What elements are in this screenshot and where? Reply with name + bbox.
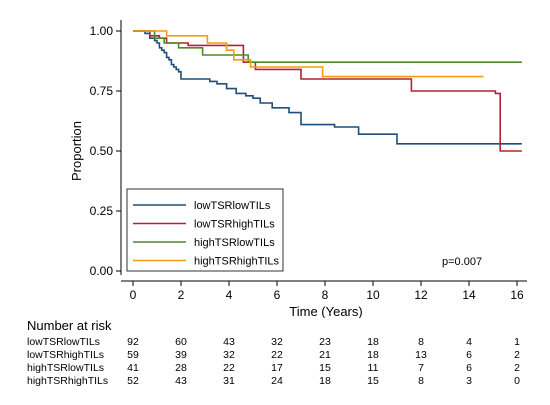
risk-value: 22: [271, 349, 283, 361]
risk-value: 43: [223, 336, 235, 348]
risk-value: 1: [514, 336, 520, 348]
risk-row-label: highTSRlowTILs: [27, 362, 105, 374]
risk-value: 60: [175, 336, 187, 348]
risk-value: 3: [466, 375, 472, 387]
legend-label: highTSRlowTILs: [194, 237, 275, 249]
risk-value: 24: [271, 375, 283, 387]
x-tick-label: 10: [366, 288, 380, 302]
risk-value: 0: [514, 375, 520, 387]
x-tick-label: 16: [510, 288, 524, 302]
x-axis-label: Time (Years): [289, 304, 362, 318]
y-tick-label: 0.25: [90, 204, 114, 218]
risk-value: 22: [223, 362, 235, 374]
y-tick-label: 1.00: [90, 24, 114, 38]
risk-row: highTSRhighTILs 52 43 31 24 18 15 8 3 0: [27, 375, 537, 387]
axes: 0.00 0.25 0.50 0.75 1.00 0 2 4 6 8 10 12 14 16: [90, 20, 527, 302]
legend: lowTSRlowTILs lowTSRhighTILs highTSRlowTIL…: [126, 188, 284, 272]
legend-label: highTSRhighTILs: [194, 256, 279, 268]
risk-row: lowTSRhighTILs 59 39 32 22 21 18 13 6 2: [27, 349, 537, 361]
y-tick-label: 0.50: [90, 144, 114, 158]
risk-value: 41: [127, 362, 139, 374]
curve-highTSRlowTILs: [133, 30, 522, 63]
x-tick-label: 0: [130, 288, 137, 302]
x-tick-label: 14: [462, 288, 476, 302]
legend-label: lowTSRlowTILs: [194, 200, 271, 212]
risk-value: 92: [127, 336, 139, 348]
risk-value: 7: [418, 362, 424, 374]
x-tick-label: 6: [274, 288, 281, 302]
risk-value: 18: [367, 336, 379, 348]
risk-value: 2: [514, 349, 520, 361]
curve-lowTSRlowTILs: [133, 30, 522, 145]
risk-value: 32: [271, 336, 283, 348]
curve-lowTSRhighTILs: [133, 30, 522, 152]
risk-table-title: Number at risk: [27, 318, 112, 333]
risk-value: 17: [271, 362, 283, 374]
risk-value: 2: [514, 362, 520, 374]
y-tick-label: 0.75: [90, 84, 114, 98]
curve-highTSRhighTILs: [133, 30, 484, 78]
kaplan-meier-chart: 0.00 0.25 0.50 0.75 1.00 0 2 4 6 8 10 12 14 16 lowTSR…: [69, 20, 527, 318]
risk-value: 28: [175, 362, 187, 374]
risk-row-label: lowTSRlowTILs: [27, 336, 100, 348]
x-tick-label: 2: [178, 288, 185, 302]
x-tick-label: 8: [322, 288, 329, 302]
risk-value: 6: [466, 362, 472, 374]
risk-value: 15: [319, 362, 331, 374]
risk-value: 8: [418, 336, 424, 348]
risk-value: 8: [418, 375, 424, 387]
risk-value: 43: [175, 375, 187, 387]
x-tick-label: 12: [414, 288, 428, 302]
risk-row-label: lowTSRhighTILs: [27, 349, 105, 361]
risk-value: 18: [367, 349, 379, 361]
risk-row: highTSRlowTILs 41 28 22 17 15 11 7 6 2: [27, 362, 537, 374]
risk-value: 13: [415, 349, 427, 361]
risk-value: 4: [466, 336, 472, 348]
risk-value: 32: [223, 349, 235, 361]
survival-curves: [133, 30, 522, 152]
x-tick-label: 4: [226, 288, 233, 302]
risk-value: 15: [367, 375, 379, 387]
risk-value: 31: [223, 375, 235, 387]
risk-value: 52: [127, 375, 139, 387]
risk-value: 18: [319, 375, 331, 387]
risk-value: 59: [127, 349, 139, 361]
p-value-annotation: p=0.007: [442, 256, 482, 268]
risk-value: 11: [367, 362, 379, 374]
y-tick-label: 0.00: [90, 264, 114, 278]
risk-value: 6: [466, 349, 472, 361]
risk-value: 39: [175, 349, 187, 361]
risk-row: lowTSRlowTILs 92 60 43 32 23 18 8 4 1: [27, 336, 537, 348]
legend-box: [126, 188, 284, 272]
y-axis-label: Proportion: [69, 121, 84, 181]
risk-value: 23: [319, 336, 331, 348]
risk-value: 21: [319, 349, 331, 361]
risk-row-label: highTSRhighTILs: [27, 375, 109, 387]
legend-label: lowTSRhighTILs: [194, 219, 275, 231]
